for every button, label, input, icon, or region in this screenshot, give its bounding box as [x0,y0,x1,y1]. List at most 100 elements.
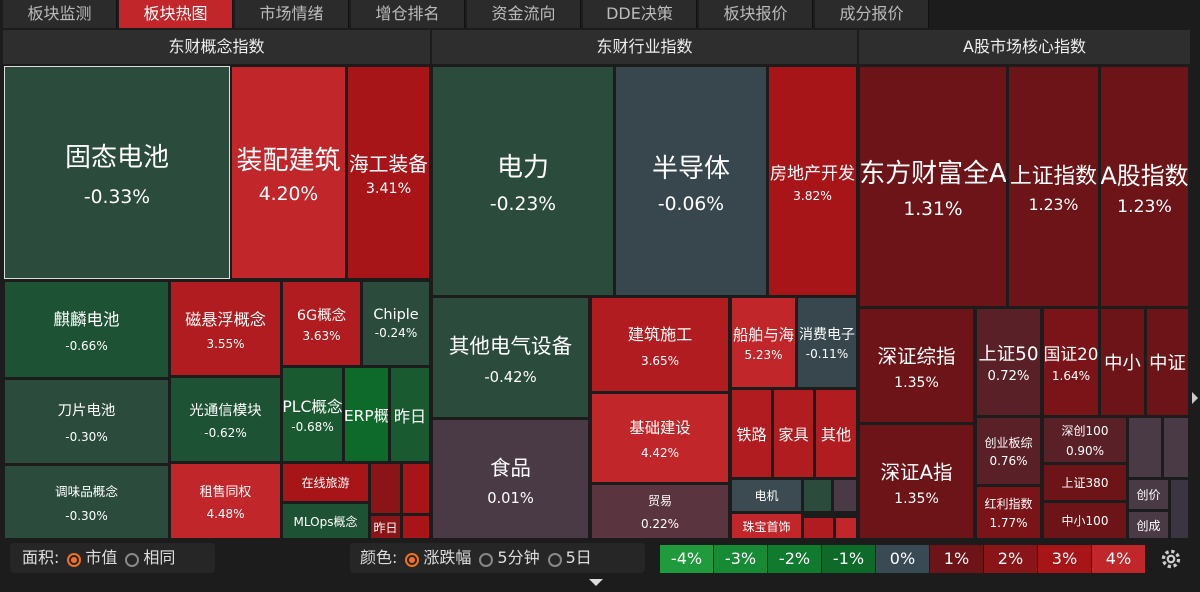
tile-name: 半导体 [651,153,730,184]
tile-change: -0.33% [83,187,151,209]
treemap-tile[interactable]: 固态电池 -0.33% [4,66,230,279]
area-option[interactable]: 相同 [143,548,176,567]
treemap-tile[interactable]: 国证20 1.64% [1043,308,1099,416]
treemap-tile[interactable]: MLOps概念 [282,503,369,539]
treemap-tile[interactable]: 食品 0.01% [432,419,589,539]
tab[interactable]: 板块报价 [699,0,813,28]
treemap-tile[interactable]: 其他 [815,389,857,478]
treemap-tile[interactable]: 东方财富全A 1.31% [859,66,1007,307]
treemap-tile[interactable]: 消费电子 -0.11% [797,297,857,388]
settings-icon[interactable] [1158,546,1184,572]
tab[interactable]: 板块监测 [3,0,117,28]
radio[interactable] [67,553,82,567]
treemap-tile[interactable]: 光通信模块 -0.62% [170,377,281,462]
treemap-tile[interactable]: PLC概念 -0.68% [282,367,343,462]
treemap-tile[interactable]: 中小 [1100,308,1145,416]
treemap-tile[interactable]: 深创100 0.90% [1043,417,1127,463]
radio[interactable] [125,553,140,567]
area-control: 面积: 市值 相同 [10,543,215,573]
treemap-tile[interactable]: 深证A指 1.35% [859,424,974,539]
color-option[interactable]: 5分钟 [497,548,540,567]
treemap-tile[interactable]: 珠宝首饰 [731,513,802,539]
radio[interactable] [547,553,562,567]
treemap-tile[interactable]: 创价 [1128,479,1169,510]
tile-name: 中小100 [1061,514,1109,528]
tab[interactable]: DDE决策 [583,0,697,28]
treemap-tile[interactable]: 装配建筑 4.20% [231,66,346,279]
tile-name: PLC概念 [282,397,343,416]
tab[interactable]: 板块热图 [119,0,233,28]
treemap-tile[interactable]: 建筑施工 3.65% [591,297,729,392]
treemap-tile[interactable]: 房地产开发 3.82% [768,66,857,296]
treemap-tile[interactable]: 上证指数 1.23% [1008,66,1099,307]
area-option[interactable]: 市值 [85,548,118,567]
tile-name: 租售同权 [199,485,252,501]
tile-change: 3.82% [793,189,832,204]
treemap-tile[interactable]: 上证50 0.72% [976,308,1041,416]
treemap-tile[interactable]: 铁路 [731,389,772,478]
treemap-tile[interactable]: 深证综指 1.35% [859,308,974,423]
tile-change: 3.55% [206,336,245,351]
treemap-tile[interactable]: 创成 [1128,511,1169,539]
tile-change: -0.42% [484,368,537,386]
legend-item: -3% [714,545,767,573]
tile-name: 上证50 [978,343,1039,365]
tile-blank [835,517,857,539]
treemap-tile[interactable]: 船舶与海 5.23% [731,297,796,388]
tile-name: 国证20 [1043,344,1099,365]
treemap-tile[interactable]: 创业板综 0.76% [976,417,1041,485]
tile-blank [402,463,430,514]
treemap-tile[interactable]: 6G概念 3.63% [282,281,361,366]
tile-name: 基础建设 [629,418,691,437]
treemap-tile[interactable]: 租售同权 4.48% [170,463,281,539]
treemap-tile[interactable]: 麒麟电池 -0.66% [4,281,169,378]
treemap-tile[interactable]: 半导体 -0.06% [615,66,767,296]
tile-change: 4.20% [258,183,319,205]
area-label: 面积: [22,548,60,567]
treemap-tile[interactable]: Chiple -0.24% [362,281,430,366]
tile-name: 房地产开发 [770,163,855,184]
tab[interactable]: 成分报价 [815,0,929,28]
treemap-tile[interactable]: 基础建设 4.42% [591,393,729,483]
collapse-arrow[interactable] [588,578,604,588]
tile-blank [1163,417,1189,478]
treemap-tile[interactable]: 贸易 0.22% [591,484,729,539]
tile-name: 6G概念 [296,307,347,324]
treemap-tile[interactable]: 电力 -0.23% [432,66,614,296]
tile-blank [1128,417,1162,478]
treemap-tile[interactable]: 磁悬浮概念 3.55% [170,281,281,376]
treemap-tile[interactable]: 上证380 [1043,464,1127,501]
tile-change: 1.35% [894,491,939,508]
treemap-tile[interactable]: 电机 [731,479,802,512]
tab[interactable]: 增仓排名 [351,0,465,28]
treemap-tile[interactable]: 刀片电池 -0.30% [4,379,169,464]
radio[interactable] [405,553,420,567]
treemap-tile[interactable]: 中证 [1146,308,1189,416]
treemap-tile[interactable]: 昨日 [370,515,401,539]
treemap-tile[interactable]: 调味品概念 -0.30% [4,465,169,539]
scroll-arrow[interactable] [1190,390,1200,406]
tile-name: 建筑施工 [627,325,693,345]
tile-name: 上证指数 [1010,163,1097,189]
treemap-tile[interactable]: A股指数 1.23% [1100,66,1189,307]
color-option[interactable]: 涨跌幅 [423,548,472,567]
tab[interactable]: 市场情绪 [235,0,349,28]
color-option[interactable]: 5日 [565,548,592,567]
tile-name: 家具 [778,425,809,444]
radio[interactable] [479,553,494,567]
treemap-tile[interactable]: ERP概 [344,367,389,462]
treemap-tile[interactable]: 在线旅游 [282,463,369,502]
tile-name: 调味品概念 [55,483,118,499]
tile-change: 3.63% [302,329,341,344]
treemap-tile[interactable]: 家具 [773,389,814,478]
treemap-tile[interactable]: 其他电气设备 -0.42% [432,297,589,418]
tile-name: 昨日 [373,520,398,535]
treemap-tile[interactable]: 中小100 [1043,502,1127,539]
tile-change: 5.23% [744,348,783,363]
treemap-tile[interactable]: 红利指数 1.77% [976,486,1041,539]
tile-name: 珠宝首饰 [742,519,791,534]
tab[interactable]: 资金流向 [467,0,581,28]
treemap-tile[interactable]: 昨日 [390,367,430,462]
tile-change: -0.66% [65,339,108,354]
treemap-tile[interactable]: 海工装备 3.41% [347,66,430,279]
